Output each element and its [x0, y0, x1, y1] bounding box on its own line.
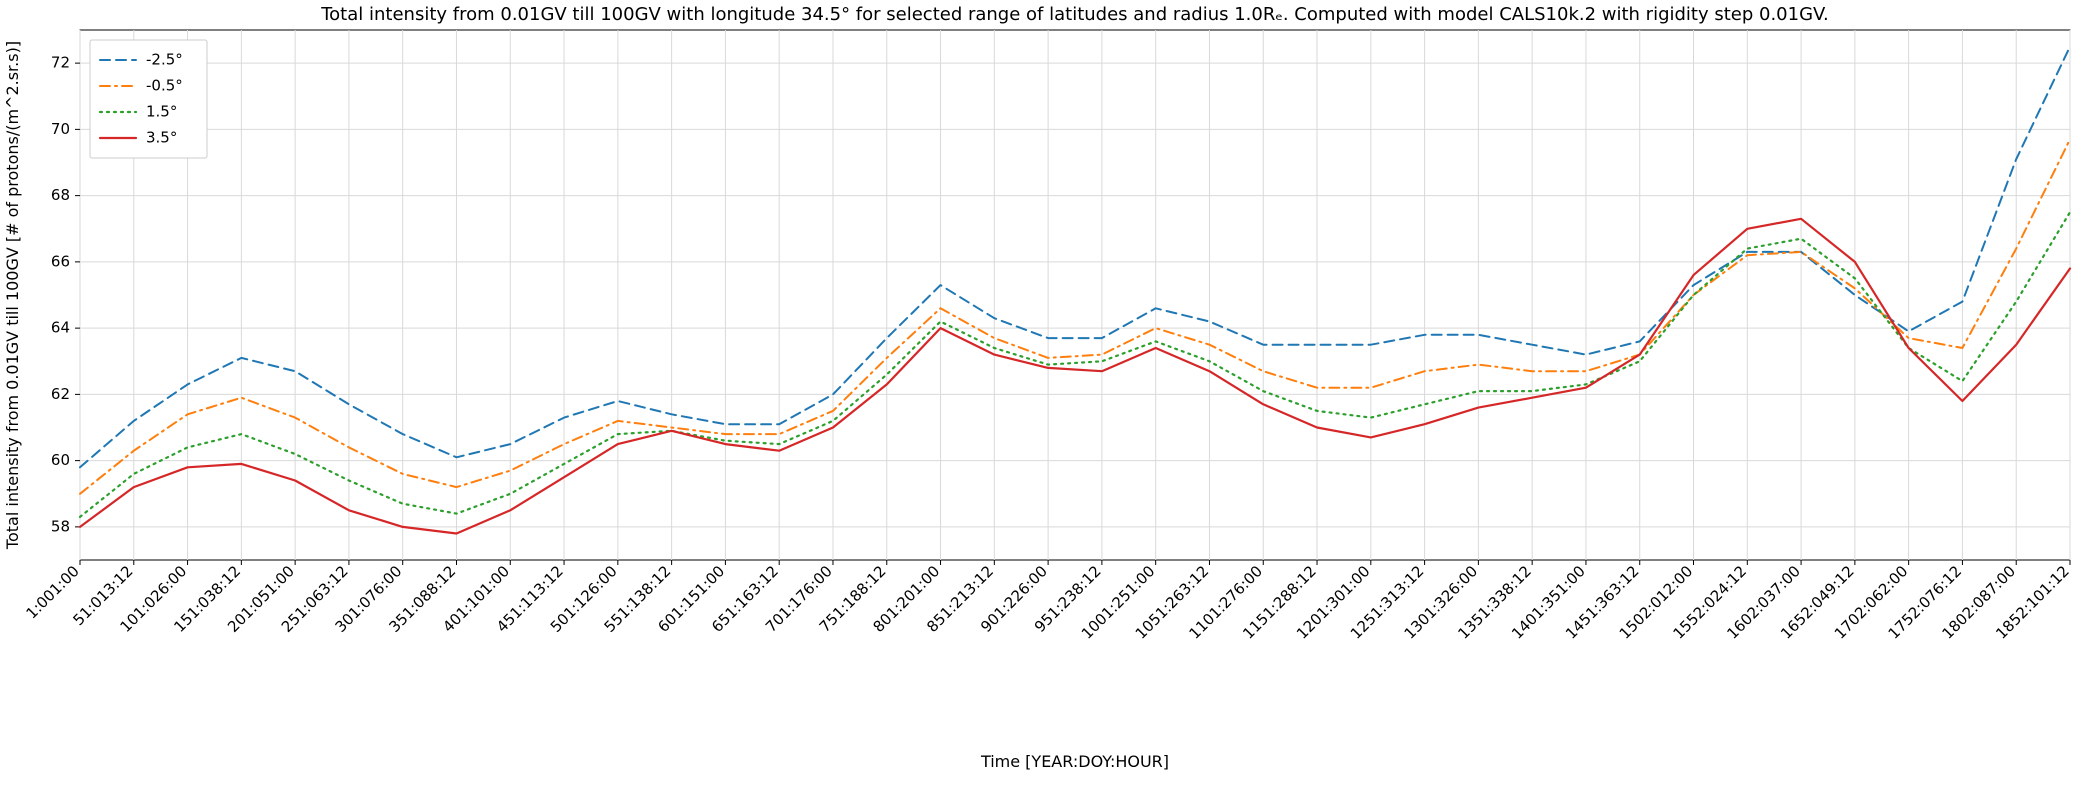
legend-item-label: -0.5° [146, 77, 183, 95]
x-axis-label: Time [YEAR:DOY:HOUR] [980, 752, 1169, 771]
ytick-label: 62 [51, 385, 70, 403]
ytick-label: 60 [51, 451, 70, 469]
chart-title: Total intensity from 0.01GV till 100GV w… [320, 4, 1829, 25]
ytick-label: 72 [51, 54, 70, 72]
legend-item-label: -2.5° [146, 51, 183, 69]
legend: -2.5° -0.5° 1.5° 3.5° [90, 40, 207, 158]
ytick-label: 66 [51, 252, 70, 270]
intensity-line-chart: 58606264666870721:001:0051:013:12101:026… [0, 0, 2089, 785]
ytick-label: 70 [51, 120, 70, 138]
ytick-label: 58 [51, 517, 70, 535]
legend-item-label: 1.5° [146, 103, 177, 121]
ytick-label: 64 [51, 319, 70, 337]
legend-item-label: 3.5° [146, 129, 177, 147]
ytick-label: 68 [51, 186, 70, 204]
y-axis-label: Total intensity from 0.01GV till 100GV [… [3, 41, 22, 550]
